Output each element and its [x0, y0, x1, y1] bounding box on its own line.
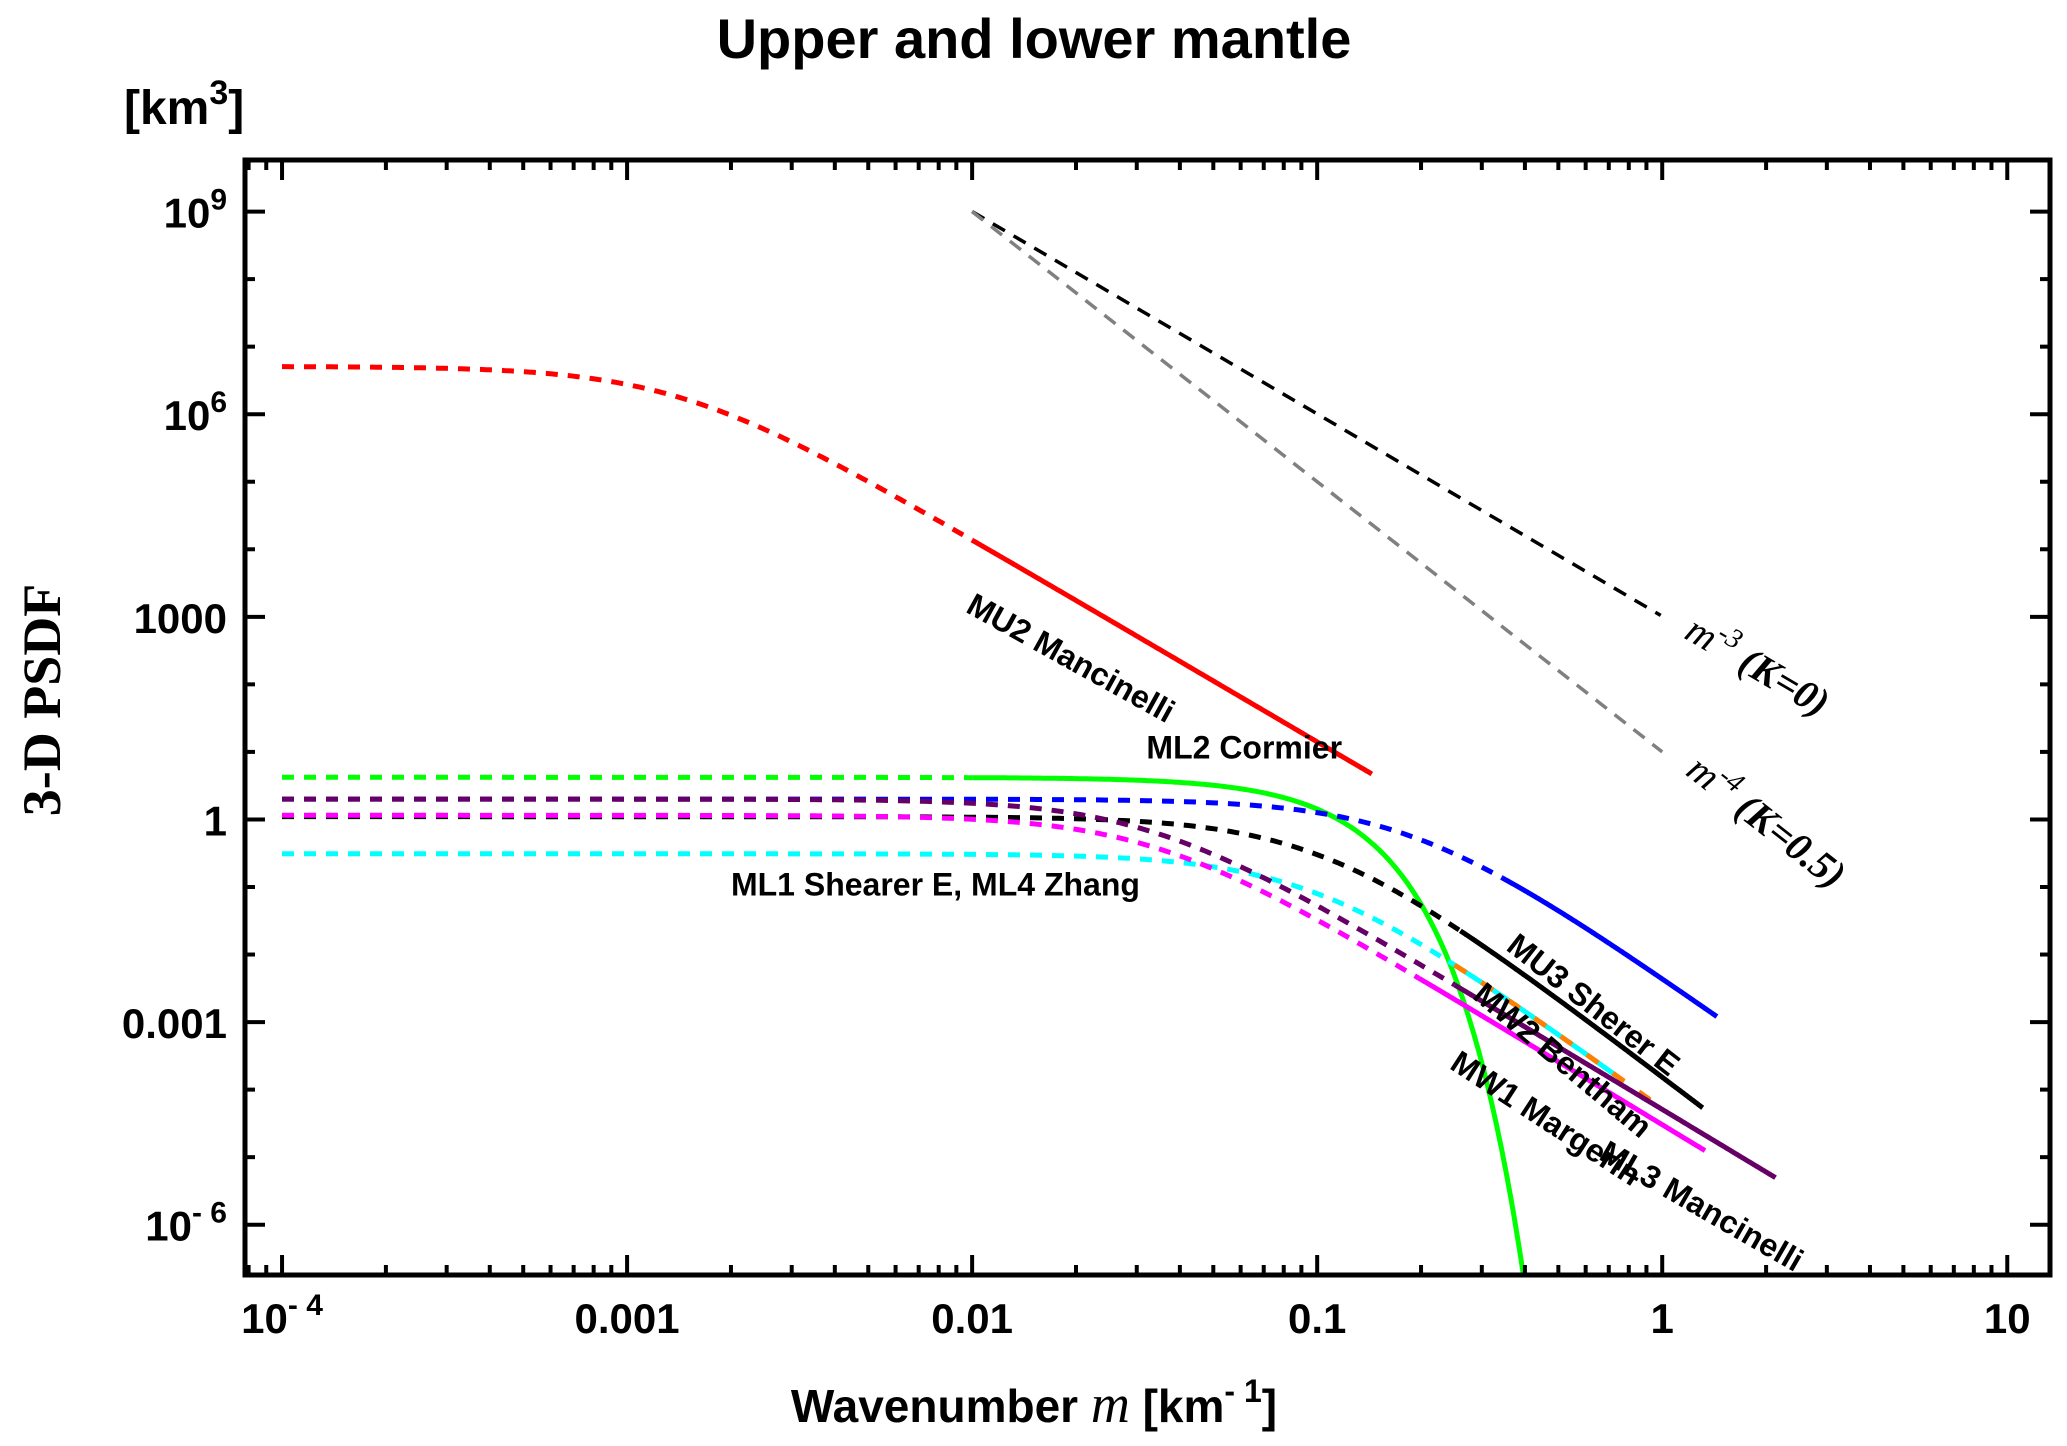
y-tick-label-base: 10 — [164, 190, 211, 237]
y-tick-label: 10- 6 — [145, 1197, 227, 1250]
series-mu3-sherer-e-solid — [1501, 875, 1719, 1019]
y-tick-label-base: 10 — [145, 1203, 192, 1250]
reference-lines-layer: m-3 (K=0) m-4 (K=0.5) — [971, 210, 1857, 897]
series-mw2-bentham-solid — [1458, 928, 1705, 1110]
series-mw1-margerin-dotted — [282, 812, 1421, 981]
series-ml1-shearer-e-ml4-zhang-dotted — [282, 851, 1450, 964]
annotation-ml2-cormier: ML2 Cormier — [1146, 729, 1342, 765]
y-tick-label-exponent: 9 — [210, 184, 227, 217]
x-tick-label-exponent: - 4 — [288, 1289, 323, 1322]
y-tick-label-base: 10 — [164, 392, 211, 439]
x-tick-label: 10- 4 — [241, 1289, 323, 1342]
series-ml3-mancinelli-solid — [1453, 982, 1777, 1180]
reference-label-kappa: (K=0) — [1723, 633, 1837, 726]
annotation-ml3-mancinelli: ML3 Mancinelli — [1594, 1134, 1809, 1279]
y-tick-label: 106 — [164, 386, 227, 439]
annotation-mu2-mancinelli: MU2 Mancinelli — [961, 586, 1181, 730]
series-mw1-margerin-solid — [1417, 976, 1707, 1153]
x-tick-label: 1 — [1651, 1295, 1674, 1342]
x-tick-label: 0.1 — [1288, 1295, 1346, 1342]
reference-line-m-3-kappa-0 — [971, 210, 1662, 617]
reference-line-m-4-kappa-0-5 — [971, 210, 1664, 754]
series-mu2-mancinelli-solid — [970, 537, 1374, 777]
reference-label-m-4-kappa-0-5: m-4 (K=0.5) — [1679, 742, 1857, 897]
x-tick-label: 10 — [1984, 1295, 2031, 1342]
x-tick-label-base: 10 — [241, 1295, 288, 1342]
y-tick-label: 1 — [204, 797, 227, 844]
y-tick-label: 0.001 — [122, 1000, 227, 1047]
x-axis-label: Wavenumber m [km- 1] — [791, 1373, 1277, 1434]
series-ml2-cormier-solid — [972, 775, 1526, 1273]
x-tick-label: 0.001 — [575, 1295, 680, 1342]
y-tick-label-exponent: 6 — [210, 386, 227, 419]
series-layer — [282, 364, 1777, 1273]
annotation-ml1-shearer-e-ml4-zhang: ML1 Shearer E, ML4 Zhang — [731, 866, 1140, 902]
series-ml1-shearer-e-ml4-zhang-overlay — [1453, 962, 1664, 1111]
y-tick-label-exponent: - 6 — [192, 1197, 227, 1230]
plot-frame — [242, 157, 2053, 1278]
axes-layer: 10- 4 0.001 0.01 0.1 1 10109106100010.00110- … — [122, 157, 2053, 1342]
y-axis-label: 3-D PSDF — [12, 584, 72, 816]
x-tick-label: 0.01 — [931, 1295, 1013, 1342]
chart-title: Upper and lower mantle — [717, 7, 1352, 70]
series-mu2-mancinelli-dotted — [282, 364, 974, 543]
y-unit-label: [km3] — [124, 74, 244, 135]
y-tick-label: 1000 — [134, 595, 227, 642]
reference-label-m-3-kappa-0: m-3 (K=0) — [1678, 603, 1839, 725]
y-tick-label: 109 — [164, 184, 227, 237]
reference-label-kappa: (K=0.5) — [1720, 778, 1855, 897]
